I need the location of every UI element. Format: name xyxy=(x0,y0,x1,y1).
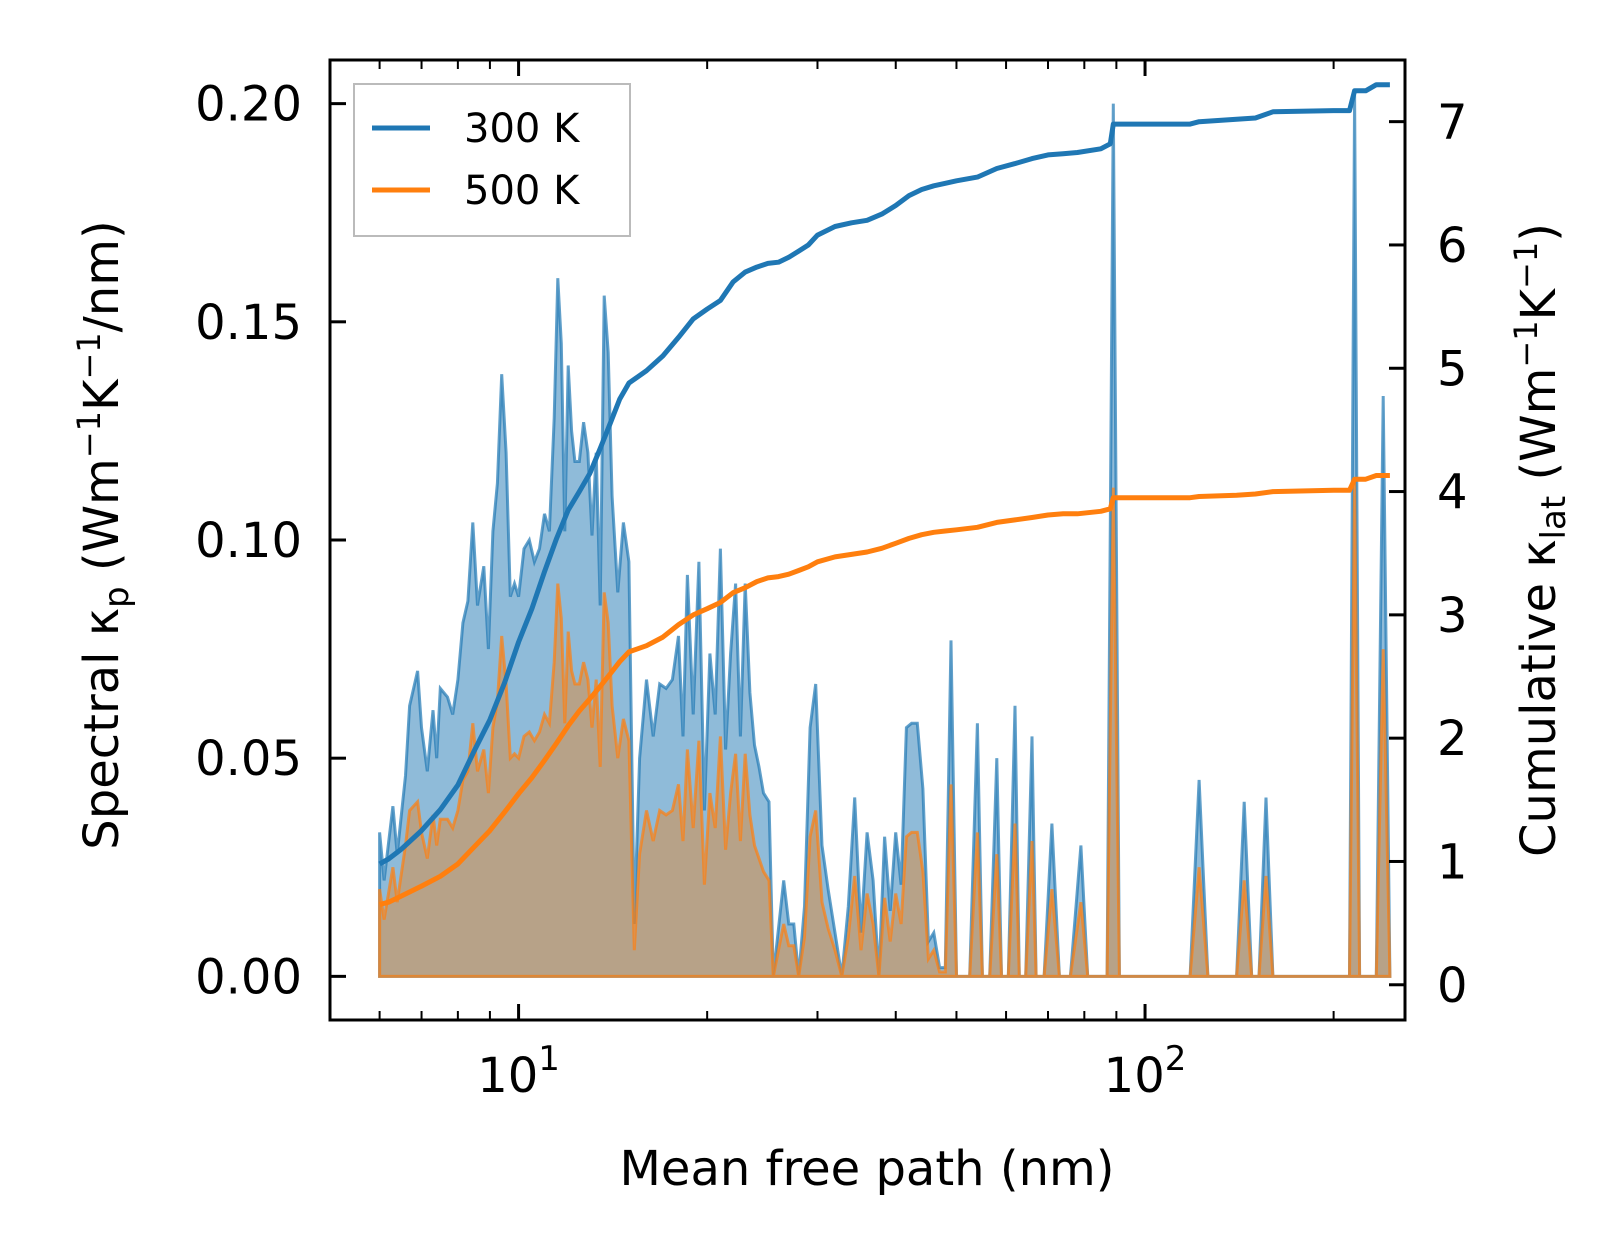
y2-axis-label-main: Cumulative κ xyxy=(1511,539,1567,857)
y2-axis-label-units-prefix: (Wm xyxy=(1511,368,1567,496)
y-axis-label-exponent-1: −1 xyxy=(70,411,108,458)
legend-label-300k: 300 K xyxy=(464,106,581,152)
x-axis-label: Mean free path (nm) xyxy=(620,1141,1115,1197)
x-tick-label-1: 102 xyxy=(1104,1039,1187,1104)
y2-axis-label-exponent-2: −1 xyxy=(1507,242,1545,289)
legend-label-500k: 500 K xyxy=(464,168,581,214)
y-axis-label-main: Spectral κ xyxy=(74,608,130,850)
y-axis-label: Spectral κp (Wm−1K−1/nm) xyxy=(70,220,137,849)
y-axis-left: 0.00 0.05 0.10 0.15 0.20 xyxy=(195,77,346,1005)
y2-tick-label-4: 4 xyxy=(1437,465,1468,521)
legend: 300 K 500 K xyxy=(353,83,631,237)
y-axis-right: 0 1 2 3 4 5 6 7 xyxy=(1389,95,1468,1014)
y2-axis-label-subscript: lat xyxy=(1534,496,1574,540)
y2-tick-label-5: 5 xyxy=(1437,341,1468,397)
y-axis-label-units-prefix: (Wm xyxy=(74,458,130,586)
y2-tick-label-1: 1 xyxy=(1437,834,1468,890)
x-tick-label-0: 101 xyxy=(477,1039,560,1104)
y-tick-label-2: 0.10 xyxy=(195,513,302,569)
y-tick-label-4: 0.20 xyxy=(195,77,302,133)
y-axis-label-units-mid: K xyxy=(74,378,130,411)
x-tick-exponent-1: 2 xyxy=(1165,1039,1187,1079)
y2-tick-label-7: 7 xyxy=(1437,95,1468,151)
x-tick-base-0: 10 xyxy=(477,1048,538,1104)
cumulative-line-300k xyxy=(378,82,1390,867)
x-axis: 101 102 xyxy=(329,60,1335,1104)
y-axis-label-subscript: p xyxy=(97,586,137,608)
y2-axis-label: Cumulative κlat (Wm−1K−1) xyxy=(1507,223,1574,857)
y2-tick-label-6: 6 xyxy=(1437,218,1468,274)
y2-axis-label-exponent-1: −1 xyxy=(1507,320,1545,367)
y-tick-label-3: 0.15 xyxy=(195,295,302,351)
y2-tick-label-3: 3 xyxy=(1437,588,1468,644)
x-tick-exponent-0: 1 xyxy=(538,1039,560,1079)
x-tick-base-1: 10 xyxy=(1104,1048,1165,1104)
y-axis-label-exponent-2: −1 xyxy=(70,332,108,379)
cumulative-line-500k xyxy=(378,473,1390,908)
plot-area xyxy=(378,82,1392,978)
y2-axis-label-units-suffix: ) xyxy=(1511,223,1567,242)
y-axis-label-units-suffix: /nm) xyxy=(74,220,130,332)
y-tick-label-0: 0.00 xyxy=(195,949,302,1005)
y2-tick-label-2: 2 xyxy=(1437,711,1468,767)
y2-tick-label-0: 0 xyxy=(1437,958,1468,1014)
legend-box xyxy=(353,83,631,237)
y2-axis-label-units-mid: K xyxy=(1511,287,1567,320)
y-tick-label-1: 0.05 xyxy=(195,731,302,787)
